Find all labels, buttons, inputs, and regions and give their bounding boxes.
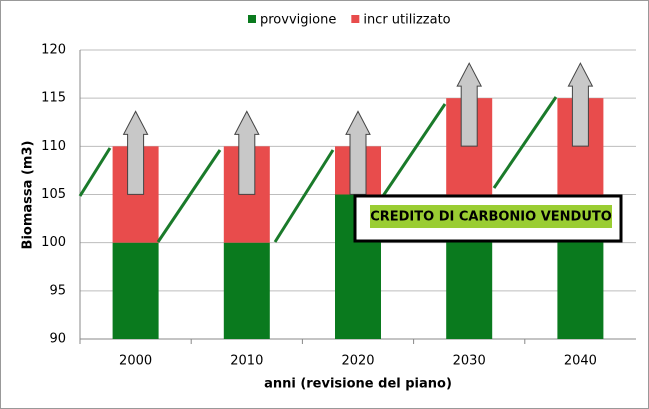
growth-line (381, 103, 447, 197)
y-tick-label: 115 (41, 91, 66, 106)
x-tick-label: 2040 (564, 354, 597, 369)
x-tick-label: 2030 (453, 354, 486, 369)
arrow (345, 110, 371, 195)
annotation-fill (370, 205, 612, 228)
growth-line (78, 147, 112, 197)
arrow (456, 62, 483, 147)
arrow (567, 62, 594, 147)
y-tick-label: 100 (41, 235, 66, 250)
bar (112, 242, 159, 339)
x-tick-label: 2020 (341, 354, 374, 369)
y-tick-label: 95 (49, 283, 66, 298)
y-tick-label: 105 (41, 187, 66, 202)
bar (223, 242, 270, 339)
annotation-text: CREDITO DI CARBONIO VENDUTO (370, 210, 612, 225)
arrow (233, 110, 260, 195)
legend-label: provvigione (260, 13, 336, 28)
legend-label: incr utilizzato (363, 13, 450, 28)
x-tick-label: 2000 (119, 354, 152, 369)
arrows (122, 62, 594, 195)
y-tick-label: 120 (41, 43, 66, 58)
growth-line (492, 96, 558, 189)
annotation: CREDITO DI CARBONIO VENDUTO (353, 194, 623, 243)
x-axis-label: anni (revisione del piano) (264, 377, 452, 392)
legend-swatch (351, 15, 360, 23)
growth-line (156, 149, 222, 243)
y-axis-label: Biomassa (m3) (21, 141, 36, 250)
y-tick-label: 110 (41, 139, 66, 154)
growth-line (273, 149, 335, 243)
x-tick-label: 2010 (230, 354, 263, 369)
y-tick-label: 90 (49, 332, 66, 347)
growth-lines (78, 96, 558, 243)
arrow (122, 110, 149, 195)
legend-swatch (248, 15, 256, 23)
